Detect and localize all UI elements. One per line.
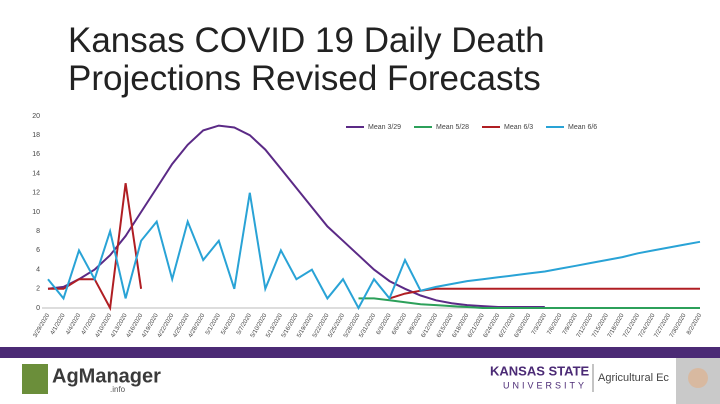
x-tick-label: 5/1/2020 (205, 312, 222, 336)
x-tick-label: 7/30/2020 (669, 312, 688, 339)
x-tick-label: 5/31/2020 (359, 312, 378, 339)
university-subname: UNIVERSITY (503, 380, 587, 390)
x-tick-label: 4/1/2020 (50, 312, 67, 336)
legend-label: Mean 6/6 (568, 124, 597, 131)
y-tick-label: 18 (32, 132, 40, 139)
y-tick-label: 16 (32, 151, 40, 158)
x-tick-label: 4/28/2020 (188, 312, 207, 339)
y-tick-label: 8 (36, 228, 40, 235)
y-tick-label: 10 (32, 209, 40, 216)
series-line (47, 124, 545, 308)
y-tick-label: 0 (36, 305, 40, 312)
y-tick-label: 14 (32, 170, 40, 177)
presenter-head (688, 368, 708, 388)
university-name: KANSAS STATE (490, 363, 590, 378)
x-tick-label: 6/6/2020 (391, 312, 408, 336)
series-line (48, 183, 700, 312)
series-line (47, 192, 701, 311)
x-tick-label: 6/30/2020 (514, 312, 533, 339)
x-tick-label: 4/7/2020 (81, 312, 98, 336)
slide-title: Kansas COVID 19 Daily Death Projections … (68, 21, 545, 98)
x-tick-label: 5/4/2020 (221, 312, 238, 336)
x-tick-label: 8/2/2020 (686, 312, 703, 336)
legend-label: Mean 5/28 (436, 124, 469, 131)
y-tick-label: 20 (32, 113, 40, 120)
x-tick-label: 7/6/2020 (547, 312, 564, 336)
legend-label: Mean 6/3 (504, 124, 533, 131)
logo-text: AgManager (52, 365, 161, 387)
x-tick-label: 5/7/2020 (236, 312, 253, 336)
y-tick-label: 2 (36, 286, 40, 293)
y-tick-label: 12 (32, 190, 40, 197)
logo-icon (22, 364, 48, 394)
x-tick-label: 4/4/2020 (65, 312, 82, 336)
x-tick-label: 7/9/2020 (562, 312, 579, 336)
legend-label: Mean 3/29 (368, 124, 401, 131)
x-tick-label: 3/29/2020 (33, 312, 52, 339)
department: Agricultural Ec (598, 372, 669, 384)
series-line (358, 297, 700, 309)
x-tick-label: 7/3/2020 (531, 312, 548, 336)
y-tick-label: 6 (36, 247, 40, 254)
footer-band (0, 347, 720, 358)
logo-suffix: .info (110, 385, 126, 394)
x-tick-label: 6/9/2020 (407, 312, 424, 336)
x-tick-label: 6/3/2020 (376, 312, 393, 336)
y-tick-label: 4 (36, 266, 40, 273)
